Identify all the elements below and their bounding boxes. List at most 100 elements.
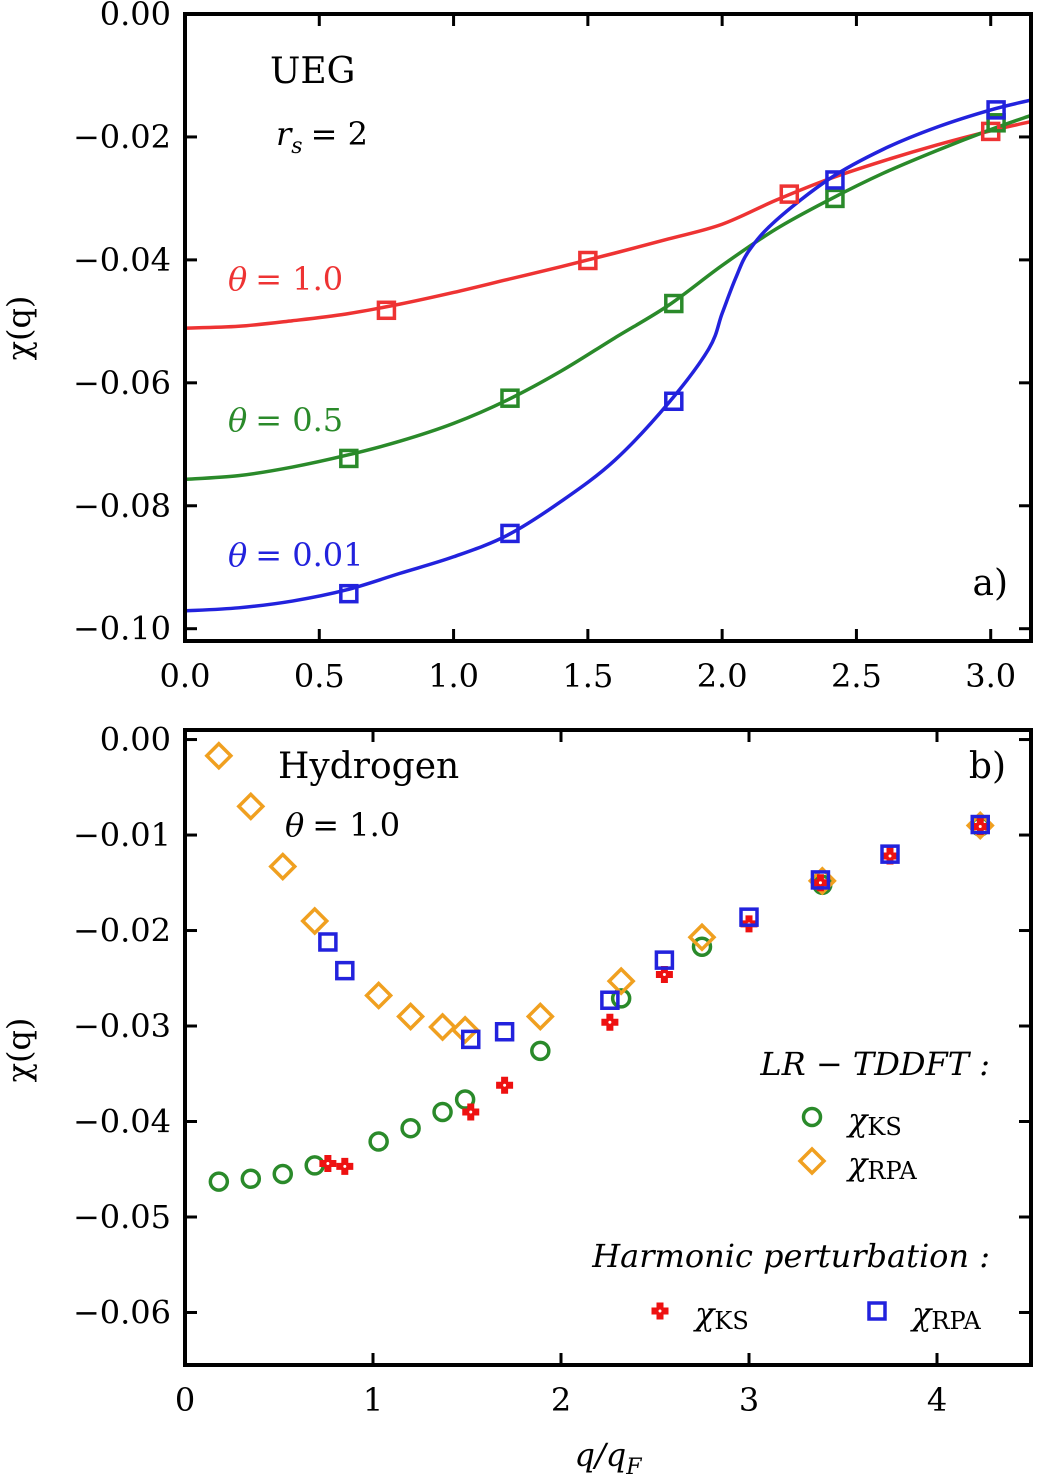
panel-b-ylabel: χ(q)	[0, 1018, 38, 1083]
b-series-3-point	[880, 844, 900, 864]
a-xtick-label: 3.0	[965, 657, 1016, 695]
panel-a-system-label: UEG	[270, 51, 355, 92]
b-series-0-point	[454, 1089, 476, 1110]
a-xtick-label: 1.0	[428, 657, 479, 695]
b-ytick-label: −0.03	[73, 1007, 171, 1045]
b-xtick-label: 1	[363, 1381, 383, 1419]
b-series-1-point	[396, 1001, 426, 1031]
a-series-1-point	[664, 293, 684, 314]
panel-a-tag: a)	[972, 563, 1008, 604]
a-xtick-label: 0.0	[160, 657, 211, 695]
b-xtick-label: 4	[927, 1381, 947, 1419]
panel-a-ticks: 0.0 0.5 1.0 1.5 2.0 2.5 3.0 0.00 −0.02 −0.04 −0.06…	[73, 0, 1031, 695]
panel-b-frame	[183, 728, 1033, 1367]
b-series-3-point	[600, 990, 620, 1010]
panel-b-xlabel: q/qF	[574, 1436, 642, 1480]
b-series-0-point	[208, 1171, 230, 1192]
b-series-1-point	[300, 906, 330, 936]
legend-harm-ks-label: χKS	[693, 1295, 749, 1335]
panel-b-system-label: Hydrogen	[278, 746, 459, 787]
a-series-line-2	[184, 98, 1032, 613]
legend-harmonic-title: Harmonic perturbation :	[591, 1237, 990, 1275]
panel-a: 0.0 0.5 1.0 1.5 2.0 2.5 3.0 0.00 −0.02 −0.04 −0.06…	[0, 0, 1033, 695]
legend-square-marker	[867, 1301, 887, 1321]
b-series-0-point	[272, 1163, 294, 1185]
a-series-0-point	[578, 250, 598, 271]
a-xtick-label: 2.0	[697, 657, 748, 695]
b-series-3-point	[810, 870, 831, 890]
b-series-1-point	[687, 922, 717, 952]
legend-harm-rpa-label: χRPA	[910, 1295, 981, 1335]
a-series-line-0	[184, 119, 1032, 330]
a-xtick-label: 2.5	[831, 657, 882, 695]
b-series-0-point	[432, 1101, 453, 1123]
a-ytick-label: 0.00	[100, 0, 171, 33]
b-series-3-point	[461, 1029, 481, 1050]
b-series-3-point	[494, 1021, 515, 1042]
b-series-1-point	[450, 1015, 480, 1045]
b-series-3-point	[318, 932, 338, 952]
a-ytick-label: −0.10	[73, 610, 171, 648]
b-series-0-point	[368, 1131, 389, 1152]
panel-b-ticks: 0 1 2 3 4 0.00 −0.01 −0.02 −0.03 −0.04 −0.05 −0.06	[73, 721, 1031, 1419]
b-series-1-point	[364, 980, 394, 1010]
b-xtick-label: 2	[551, 1381, 571, 1419]
a-series-2-point	[664, 391, 684, 412]
legend-lr-tddft-title: LR − TDDFT :	[759, 1045, 990, 1083]
a-ytick-label: −0.04	[73, 241, 171, 279]
a-series-2-point	[339, 583, 359, 604]
b-series-1-point	[204, 741, 234, 771]
b-series-1-point	[525, 1001, 555, 1031]
b-ytick-label: 0.00	[100, 721, 171, 759]
panel-b-points	[204, 741, 995, 1192]
a-ytick-label: −0.08	[73, 487, 171, 525]
a-series-2-point	[500, 523, 520, 544]
theta-0.5-label: θ = 0.5	[228, 401, 343, 439]
panel-a-points	[339, 100, 1006, 604]
b-series-1-point	[807, 866, 837, 896]
a-series-2-point	[825, 170, 845, 190]
legend-lr-rpa-marker	[797, 1146, 827, 1176]
legend-lr-ks-label: χKS	[846, 1101, 902, 1141]
a-series-1-point	[825, 188, 845, 209]
b-xtick-label: 0	[175, 1381, 195, 1419]
panel-b: 0 1 2 3 40.00−0.01−0.02−0.03−0.04−0.05−0.06 …	[0, 721, 1033, 1480]
legend-circle-marker	[801, 1106, 823, 1128]
panel-a-rs-label: rs = 2	[276, 115, 368, 159]
b-series-1-point	[236, 791, 266, 821]
a-ytick-label: −0.02	[73, 118, 171, 156]
b-series-3-point	[335, 960, 355, 981]
b-ytick-label: −0.04	[73, 1103, 171, 1141]
b-series-0-point	[400, 1117, 421, 1139]
panel-a-frame	[183, 12, 1033, 643]
a-xtick-label: 0.5	[294, 657, 345, 695]
panel-a-lines	[184, 98, 1032, 613]
panel-b-theta-label: θ = 1.0	[285, 806, 400, 844]
b-ytick-label: −0.01	[73, 816, 171, 854]
theta-0.01-label: θ = 0.01	[228, 536, 364, 574]
panel-b-tag: b)	[969, 746, 1006, 787]
a-xtick-label: 1.5	[562, 657, 613, 695]
b-series-1-point	[428, 1012, 458, 1042]
a-series-0-point	[376, 300, 397, 321]
legend-lr-ks-marker	[801, 1106, 823, 1128]
b-series-0-point	[610, 988, 632, 1009]
legend-lr-rpa-label: χRPA	[846, 1145, 917, 1185]
a-series-line-1	[184, 113, 1032, 482]
b-series-0-point	[691, 936, 713, 958]
panel-a-ylabel: χ(q)	[0, 296, 38, 361]
a-series-1-point	[986, 113, 1006, 133]
a-series-1-point	[339, 448, 359, 469]
theta-1.0-label: θ = 1.0	[228, 260, 343, 298]
b-ytick-label: −0.06	[73, 1293, 171, 1331]
b-series-1-point	[268, 852, 298, 882]
legend-harm-ks-marker	[651, 1302, 669, 1320]
legend: LR − TDDFT : χKS χRPA Harmonic perturbat…	[591, 1045, 990, 1335]
a-series-0-point	[779, 184, 800, 204]
b-series-3-point	[970, 814, 990, 835]
a-series-2-point	[986, 100, 1006, 120]
b-xtick-label: 3	[739, 1381, 759, 1419]
b-series-3-point	[739, 907, 759, 927]
a-series-1-point	[500, 388, 520, 408]
